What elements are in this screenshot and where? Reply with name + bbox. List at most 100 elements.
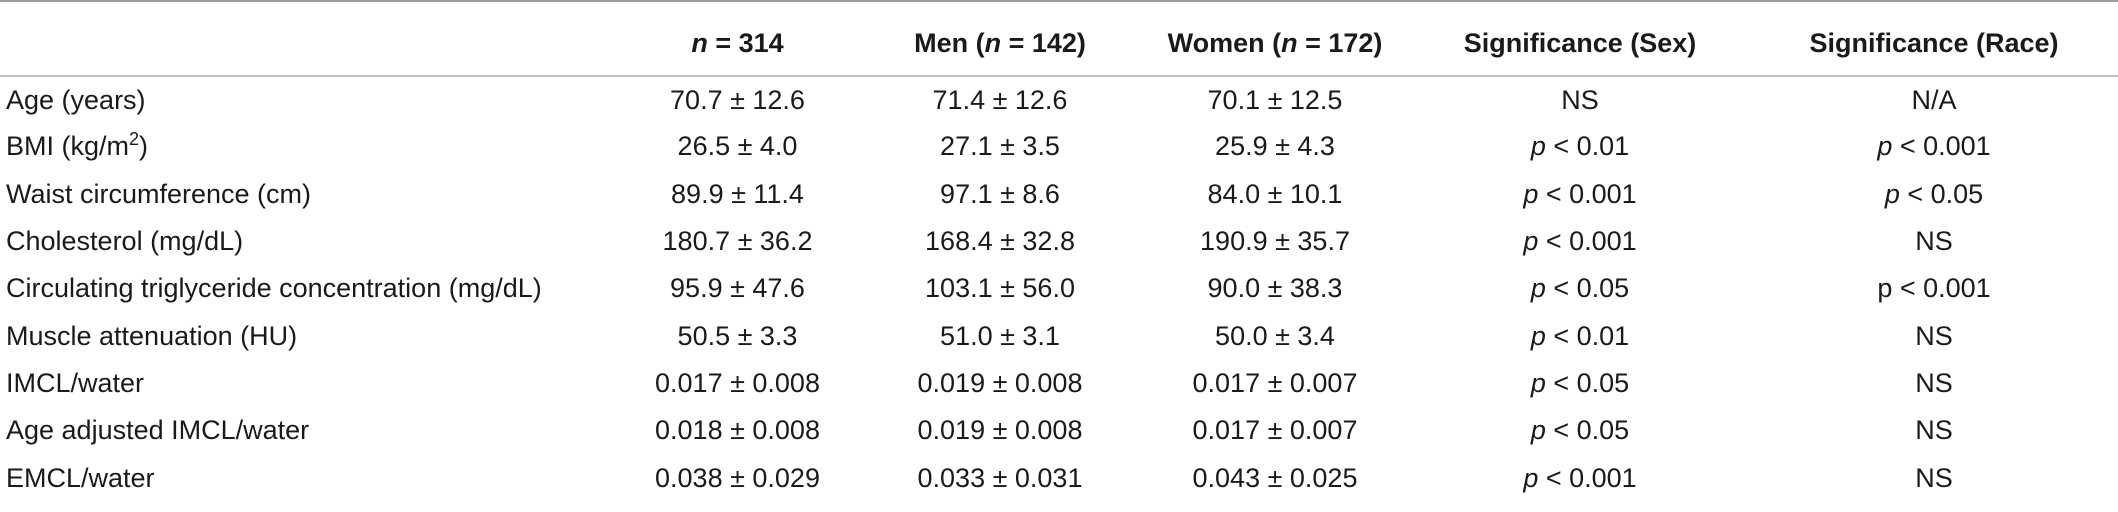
- cell-significance-sex: p < 0.05: [1410, 360, 1750, 407]
- p-symbol: p: [1530, 320, 1546, 351]
- cell-total: 0.018 ± 0.008: [655, 415, 820, 446]
- sig-value: < 0.05: [1545, 415, 1630, 446]
- cell-significance-race: NS: [1750, 218, 2118, 265]
- cell-significance-sex: p < 0.001: [1410, 171, 1750, 218]
- table-row: Circulating triglyceride concentration (…: [0, 265, 2118, 312]
- cell-total: 0.017 ± 0.008: [655, 367, 820, 398]
- cell-women: 0.043 ± 0.025: [1192, 462, 1358, 493]
- cell-men: 0.019 ± 0.008: [917, 415, 1083, 446]
- header-total-rest: = 314: [707, 28, 784, 58]
- cell-men: 0.019 ± 0.008: [917, 367, 1083, 398]
- table-row: EMCL/water 0.038 ± 0.029 0.033 ± 0.031 0…: [0, 454, 2118, 501]
- cell-significance-sex: p < 0.001: [1410, 218, 1750, 265]
- sig-value: NS: [1915, 462, 1953, 493]
- header-men-rest: = 142): [1001, 28, 1086, 58]
- p-symbol: p: [1523, 178, 1539, 209]
- sig-value: NS: [1915, 367, 1953, 398]
- cell-significance-race: p < 0.05: [1750, 171, 2118, 218]
- cell-significance-race: NS: [1750, 407, 2118, 454]
- sig-value: < 0.01: [1545, 131, 1630, 162]
- sig-value: p < 0.001: [1877, 273, 1991, 304]
- row-label: BMI (kg/m2): [0, 123, 615, 170]
- cell-significance-race: NS: [1750, 312, 2118, 359]
- cell-men: 97.1 ± 8.6: [940, 178, 1060, 209]
- p-symbol: p: [1523, 226, 1539, 257]
- cell-women: 50.0 ± 3.4: [1215, 320, 1335, 351]
- row-label: Age adjusted IMCL/water: [6, 415, 310, 446]
- header-row: n = 314 Men ( n = 142) Women (n = 172) Si…: [0, 1, 2118, 77]
- cell-women: 90.0 ± 38.3: [1207, 273, 1343, 304]
- table-row: Muscle attenuation (HU) 50.5 ± 3.3 51.0 …: [0, 312, 2118, 359]
- sig-value: < 0.001: [1538, 178, 1637, 209]
- p-symbol: p: [1884, 178, 1900, 209]
- row-label: Muscle attenuation (HU): [6, 320, 298, 351]
- header-total-n: n: [691, 28, 708, 58]
- p-symbol: p: [1530, 415, 1546, 446]
- row-label: Age (years): [6, 84, 146, 115]
- row-label: IMCL/water: [6, 367, 145, 398]
- cell-total: 180.7 ± 36.2: [662, 226, 813, 257]
- sig-value: < 0.05: [1545, 273, 1630, 304]
- row-label: Waist circumference (cm): [6, 178, 312, 209]
- table-body: Age (years) 70.7 ± 12.6 71.4 ± 12.6 70.1…: [0, 76, 2118, 502]
- header-significance-sex: Significance (Sex): [1410, 1, 1750, 77]
- sig-value: < 0.001: [1538, 226, 1637, 257]
- table-row: Waist circumference (cm) 89.9 ± 11.4 97.…: [0, 171, 2118, 218]
- cell-women: 0.017 ± 0.007: [1192, 415, 1358, 446]
- header-women: Women (n = 172): [1140, 1, 1410, 77]
- cell-significance-race: p < 0.001: [1750, 265, 2118, 312]
- cell-men: 168.4 ± 32.8: [925, 226, 1075, 257]
- cell-significance-race: NS: [1750, 454, 2118, 501]
- p-symbol: p: [1530, 273, 1546, 304]
- cell-significance-sex: p < 0.01: [1410, 312, 1750, 359]
- sig-value: NS: [1561, 84, 1599, 115]
- table-row: Age adjusted IMCL/water 0.018 ± 0.008 0.…: [0, 407, 2118, 454]
- sig-value: < 0.001: [1538, 462, 1637, 493]
- sig-value: NS: [1915, 226, 1953, 257]
- sig-value: N/A: [1911, 84, 1957, 115]
- cell-men: 27.1 ± 3.5: [940, 131, 1060, 162]
- cell-men: 71.4 ± 12.6: [932, 84, 1068, 115]
- row-label-end: ): [139, 131, 149, 162]
- cell-significance-race: p < 0.001: [1750, 123, 2118, 170]
- cell-women: 70.1 ± 12.5: [1207, 84, 1343, 115]
- cell-total: 89.9 ± 11.4: [671, 178, 804, 209]
- cell-total: 0.038 ± 0.029: [655, 462, 820, 493]
- table-row: IMCL/water 0.017 ± 0.008 0.019 ± 0.008 0…: [0, 360, 2118, 407]
- table-row: Cholesterol (mg/dL) 180.7 ± 36.2 168.4 ±…: [0, 218, 2118, 265]
- row-label: Cholesterol (mg/dL): [6, 226, 244, 257]
- header-women-pre: Women (: [1167, 28, 1282, 58]
- cell-significance-sex: p < 0.05: [1410, 265, 1750, 312]
- p-symbol: p: [1877, 131, 1893, 162]
- cell-significance-race: NS: [1750, 360, 2118, 407]
- cell-women: 0.017 ± 0.007: [1192, 367, 1358, 398]
- cell-women: 25.9 ± 4.3: [1215, 131, 1335, 162]
- cell-significance-sex: p < 0.01: [1410, 123, 1750, 170]
- sig-value: NS: [1915, 415, 1953, 446]
- header-significance-race: Significance (Race): [1750, 1, 2118, 77]
- cell-women: 84.0 ± 10.1: [1207, 178, 1343, 209]
- cell-total: 50.5 ± 3.3: [677, 320, 798, 351]
- cell-total: 26.5 ± 4.0: [677, 131, 798, 162]
- sig-value: < 0.05: [1545, 367, 1630, 398]
- cell-men: 51.0 ± 3.1: [940, 320, 1060, 351]
- cell-significance-sex: p < 0.05: [1410, 407, 1750, 454]
- table-header: n = 314 Men ( n = 142) Women (n = 172) Si…: [0, 1, 2118, 77]
- table-row: BMI (kg/m2) 26.5 ± 4.0 27.1 ± 3.5 25.9 ±…: [0, 123, 2118, 170]
- cell-women: 190.9 ± 35.7: [1200, 226, 1350, 257]
- header-variable: [0, 1, 615, 77]
- cell-significance-sex: NS: [1410, 76, 1750, 123]
- header-women-rest: = 172): [1297, 28, 1383, 58]
- cell-men: 0.033 ± 0.031: [917, 462, 1083, 493]
- header-men-pre: Men (: [914, 28, 985, 58]
- p-symbol: p: [1530, 131, 1546, 162]
- p-symbol: p: [1530, 367, 1546, 398]
- p-symbol: p: [1523, 462, 1539, 493]
- row-label-superscript: 2: [129, 129, 140, 150]
- table-row: Age (years) 70.7 ± 12.6 71.4 ± 12.6 70.1…: [0, 76, 2118, 123]
- header-women-n: n: [1281, 28, 1298, 58]
- cell-total: 70.7 ± 12.6: [670, 84, 805, 115]
- sig-value: < 0.05: [1899, 178, 1984, 209]
